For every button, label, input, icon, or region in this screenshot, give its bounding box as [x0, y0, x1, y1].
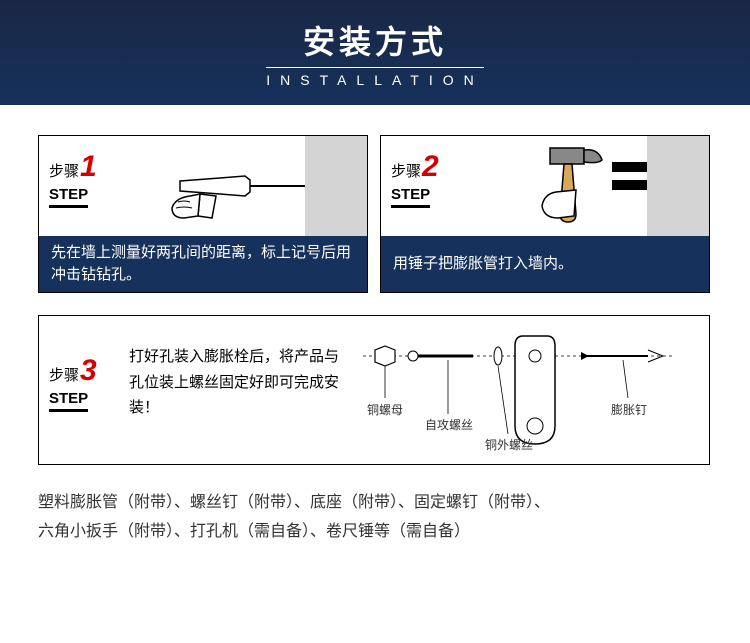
label-exp-nail: 膨胀钉: [611, 401, 647, 418]
step-num-3: 3: [80, 354, 97, 388]
step-en: STEP: [49, 186, 88, 208]
title-en: INSTALLATION: [266, 67, 484, 88]
label-self-tap: 自攻螺丝: [425, 416, 473, 433]
title-cn: 安装方式: [303, 17, 447, 63]
step-cn: 步骤: [49, 160, 79, 181]
illustration-drill: [113, 136, 367, 236]
footer-notes: 塑料膨胀管（附带）、螺丝钉（附带）、底座（附带）、固定螺钉（附带）、 六角小扳手…: [0, 465, 750, 547]
step-card-3: 步骤 3 STEP 打好孔装入膨胀栓后，将产品与孔位装上螺丝固定好即可完成安装！: [38, 315, 710, 465]
step-label-1: 步骤 1 STEP: [39, 136, 113, 236]
header-banner: 安装方式 INSTALLATION: [0, 0, 750, 105]
step-en: STEP: [49, 390, 88, 412]
step-cn: 步骤: [49, 364, 79, 385]
row-steps-1-2: 步骤 1 STEP: [38, 135, 712, 293]
step-desc-2: 用锤子把膨胀管打入墙内。: [381, 236, 709, 292]
footer-line-2: 六角小扳手（附带）、打孔机（需自备）、卷尺锤等（需自备）: [38, 518, 712, 547]
footer-line-1: 塑料膨胀管（附带）、螺丝钉（附带）、底座（附带）、固定螺钉（附带）、: [38, 489, 712, 518]
step-desc-1: 先在墙上测量好两孔间的距离，标上记号后用冲击钻钻孔。: [39, 236, 367, 292]
step-num-2: 2: [422, 150, 439, 184]
step-label-2: 步骤 2 STEP: [381, 136, 455, 236]
step-cn: 步骤: [391, 160, 421, 181]
content: 步骤 1 STEP: [0, 105, 750, 465]
step-desc-3: 打好孔装入膨胀栓后，将产品与孔位装上螺丝固定好即可完成安装！: [123, 316, 353, 464]
step-label-3: 步骤 3 STEP: [39, 316, 123, 464]
illustration-hammer: [455, 136, 709, 236]
step-card-2: 步骤 2 STEP: [380, 135, 710, 293]
label-outer-screw: 铜外螺丝: [485, 436, 533, 453]
illustration-assembly: 铜螺母 自攻螺丝 铜外螺丝 膨胀钉: [353, 316, 709, 464]
step-card-1: 步骤 1 STEP: [38, 135, 368, 293]
label-brass-nut: 铜螺母: [367, 401, 403, 418]
step-num-1: 1: [80, 150, 97, 184]
step-en: STEP: [391, 186, 430, 208]
